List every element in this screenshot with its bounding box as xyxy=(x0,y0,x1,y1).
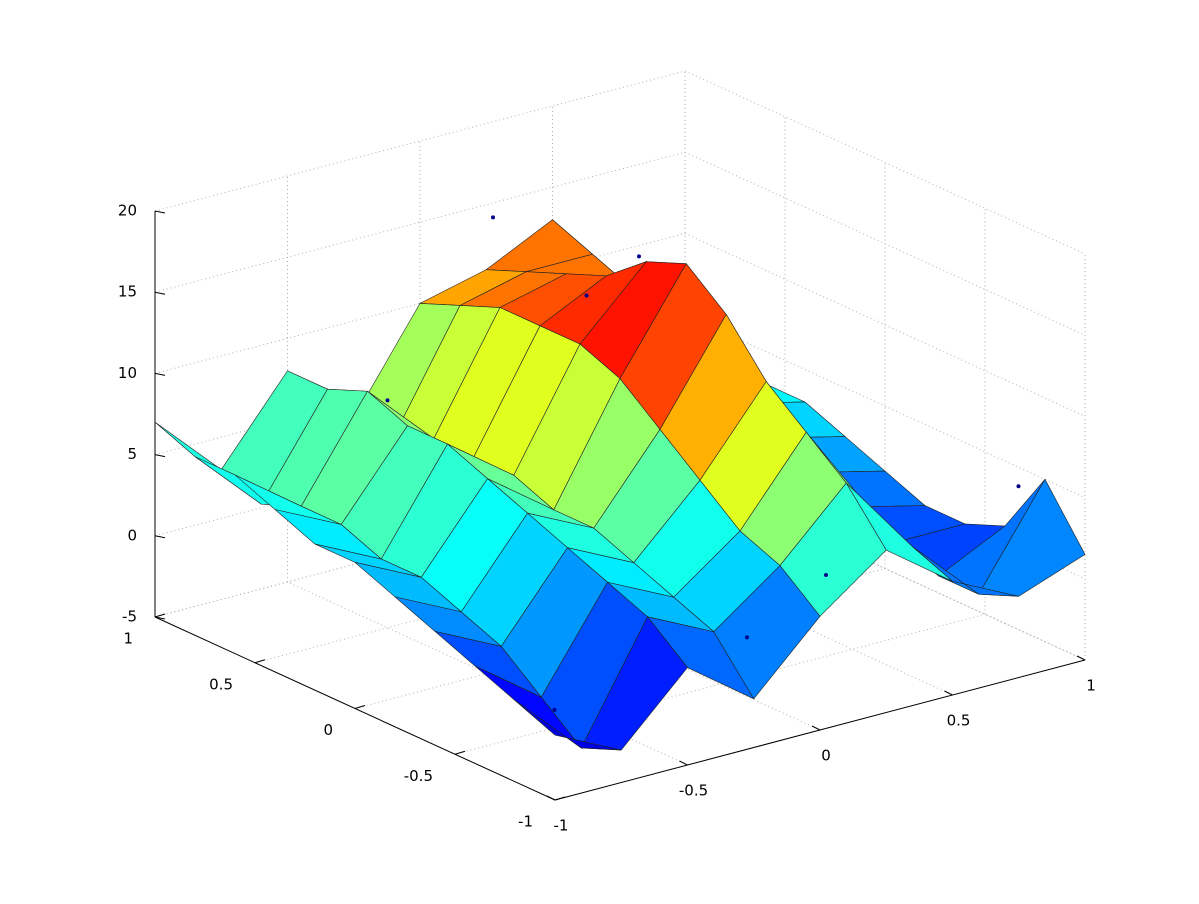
y-tick-label: 0.5 xyxy=(209,675,233,693)
z-tick xyxy=(154,454,166,458)
data-point xyxy=(824,573,828,578)
z-tick-label: -5 xyxy=(122,608,137,626)
x-tick-label: 0.5 xyxy=(947,712,971,730)
x-tick-label: 1 xyxy=(1086,677,1096,695)
z-tick xyxy=(154,291,166,295)
data-point xyxy=(637,254,641,259)
z-tick-label: 10 xyxy=(118,364,137,382)
y-tick xyxy=(154,613,166,618)
z-tick-label: 20 xyxy=(118,202,137,220)
y-tick xyxy=(354,705,366,709)
y-tick xyxy=(454,750,466,755)
z-tick xyxy=(154,210,166,214)
x-tick-label: -0.5 xyxy=(679,782,708,800)
grid-line xyxy=(454,613,986,755)
x-tick xyxy=(679,760,688,766)
data-point xyxy=(385,398,390,403)
grid-line xyxy=(154,232,686,374)
data-point xyxy=(552,707,557,712)
x-tick-label: 0 xyxy=(821,747,831,765)
x-tick xyxy=(546,795,556,801)
x-tick-label: -1 xyxy=(554,817,569,835)
z-tick-label: 0 xyxy=(127,526,137,544)
x-tick xyxy=(944,690,953,696)
z-tick-label: 15 xyxy=(118,283,137,301)
data-point xyxy=(745,635,749,640)
y-tick-label: -1 xyxy=(518,813,533,831)
y-tick-label: -0.5 xyxy=(404,767,433,785)
grid-line xyxy=(154,151,686,293)
z-tick xyxy=(154,535,166,539)
surface-face xyxy=(514,700,622,751)
x-tick xyxy=(1076,655,1086,661)
z-tick xyxy=(154,372,166,376)
y-tick xyxy=(254,659,266,664)
data-point xyxy=(491,215,495,220)
data-point xyxy=(1016,484,1021,489)
data-point xyxy=(584,293,589,298)
z-tick-label: 5 xyxy=(127,445,137,463)
y-tick-label: 0 xyxy=(323,721,333,739)
z-tick xyxy=(154,616,166,620)
grid-line xyxy=(154,70,686,212)
x-tick xyxy=(811,725,821,731)
y-tick-label: 1 xyxy=(123,630,133,648)
y-tick xyxy=(554,796,566,801)
